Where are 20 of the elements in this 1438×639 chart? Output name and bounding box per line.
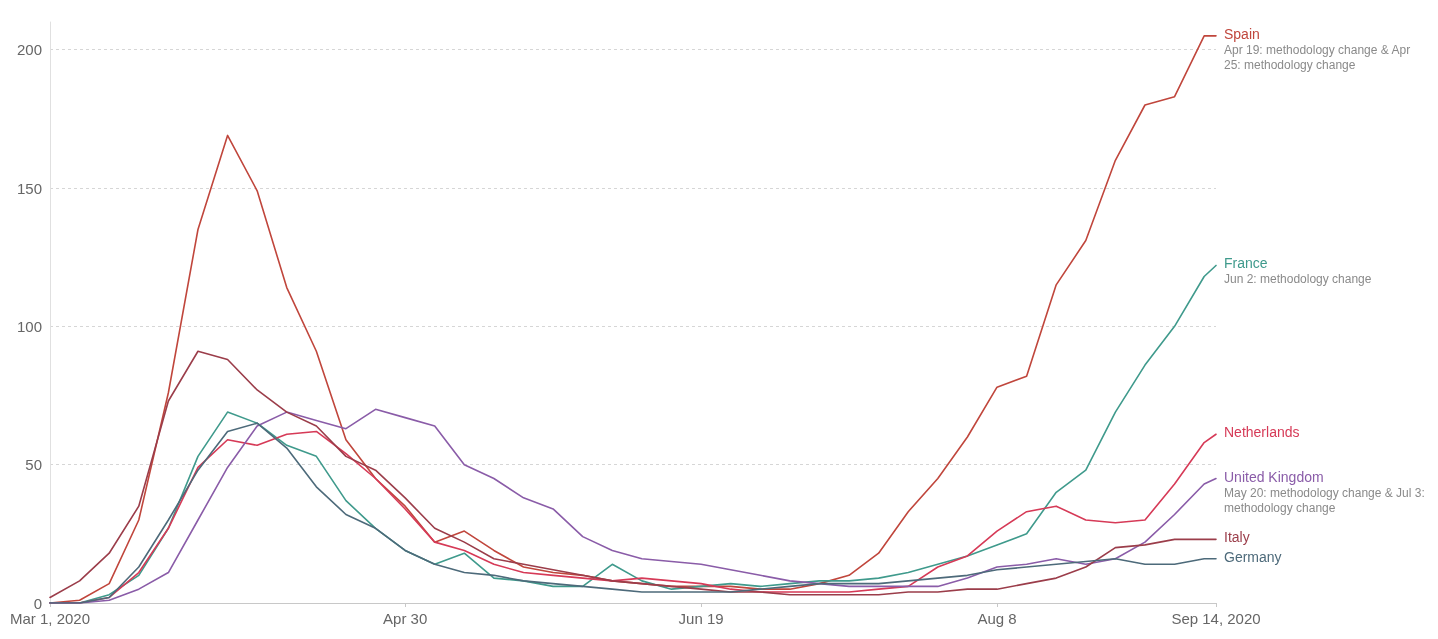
series-label: Germany <box>1224 548 1282 565</box>
series-label: Italy <box>1224 529 1250 546</box>
y-tick-label: 200 <box>16 41 42 59</box>
x-tick-label: Mar 1, 2020 <box>9 610 91 627</box>
series-label: Netherlands <box>1224 424 1300 441</box>
series-label: United Kingdom <box>1224 468 1324 485</box>
y-tick-label: 100 <box>16 317 42 335</box>
annotation: May 20: methodology change & Jul 3: methodology change <box>1224 485 1425 515</box>
x-tick-label: Apr 30 <box>383 610 428 627</box>
x-tick-label: Jun 19 <box>678 610 724 627</box>
series-label: France <box>1224 255 1268 272</box>
x-tick-label: Aug 8 <box>977 610 1017 627</box>
line-series <box>49 350 1217 599</box>
y-tick-label: 50 <box>25 456 42 474</box>
annotation: Jun 2: methodology change <box>1224 272 1372 287</box>
y-tick-label: 0 <box>33 594 42 612</box>
y-tick-label: 150 <box>16 179 42 197</box>
series-label: Spain <box>1224 25 1260 42</box>
annotation: Apr 19: methodology change & Apr 25: methodology change <box>1224 42 1411 72</box>
x-tick-label: Sep 14, 2020 <box>1171 610 1261 627</box>
